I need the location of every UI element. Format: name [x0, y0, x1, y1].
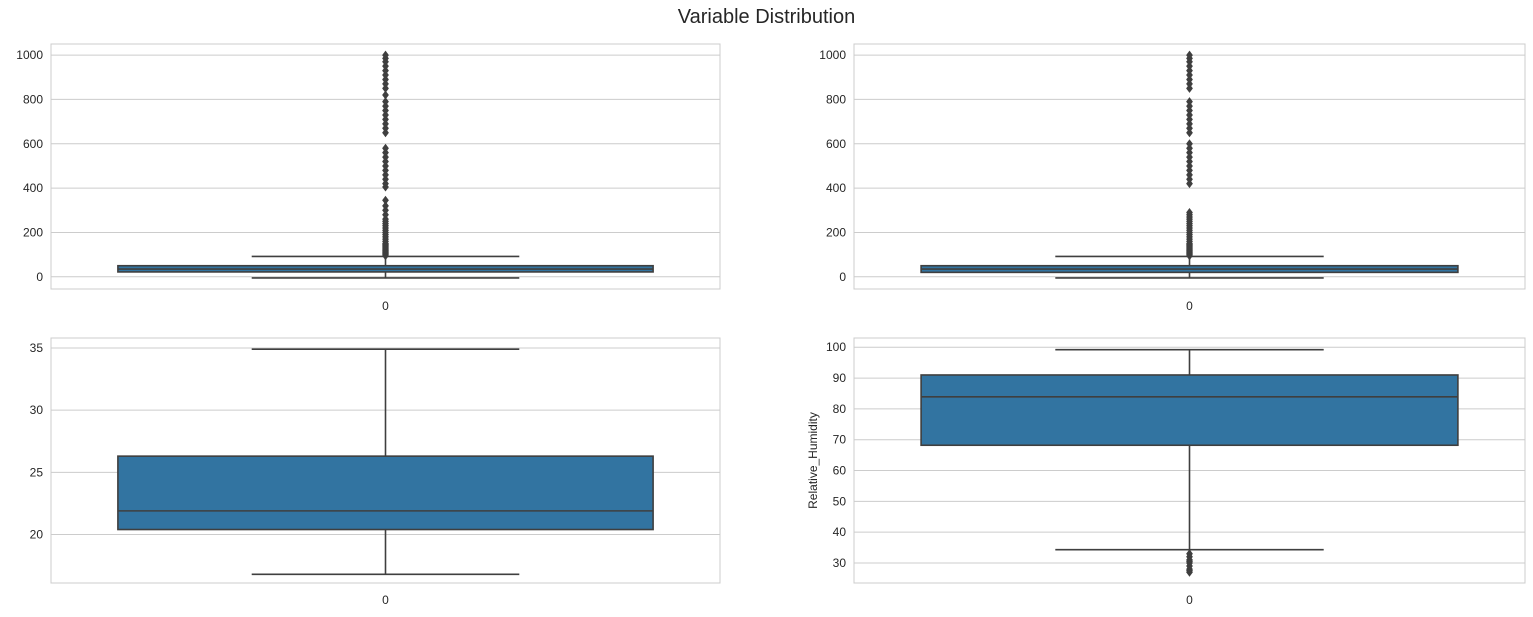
figure-title: Variable Distribution: [677, 6, 856, 28]
y-tick-label: 600: [826, 137, 846, 151]
y-tick-label: 30: [30, 403, 44, 417]
y-tick-label: 800: [23, 92, 43, 106]
outlier-point: [1186, 208, 1193, 218]
y-tick-label: 80: [833, 402, 847, 416]
y-tick-label: 400: [826, 181, 846, 195]
iqr-box: [920, 374, 1459, 447]
y-tick-label: 25: [30, 465, 44, 479]
y-tick-label: 50: [833, 494, 847, 508]
y-tick-label: 40: [833, 525, 847, 539]
y-tick-label: 1000: [16, 48, 43, 62]
plot-frame: [50, 43, 721, 290]
subplot-3: 20 25 30 35 0: [30, 337, 721, 607]
plot-frame: [853, 337, 1526, 584]
y-axis-title: Relative_Humidity: [806, 412, 820, 509]
y-tick-label: 400: [23, 181, 43, 195]
outlier-point: [382, 90, 389, 100]
y-tick-label: 35: [30, 341, 44, 355]
y-tick-label: 0: [36, 270, 43, 284]
outlier-point: [1186, 549, 1193, 559]
outlier-point: [382, 143, 389, 153]
outlier-point: [382, 195, 389, 205]
subplot-1: 0 200 400 600 800 1000 0: [16, 43, 721, 313]
x-tick-label: 0: [1186, 299, 1193, 313]
subplot-4: 30 40 50 60 70 80 90 100 0 Relative_Humidity: [806, 337, 1526, 607]
y-tick-label: 30: [833, 556, 847, 570]
y-tick-label: 20: [30, 527, 44, 541]
y-tick-label: 70: [833, 433, 847, 447]
plot-frame: [50, 337, 721, 584]
iqr-box: [117, 455, 654, 531]
y-tick-label: 200: [23, 225, 43, 239]
y-tick-label: 60: [833, 464, 847, 478]
outlier-point: [1186, 139, 1193, 149]
outlier-point: [382, 97, 389, 107]
x-tick-label: 0: [382, 299, 389, 313]
outlier-point: [382, 201, 389, 211]
outlier-point: [1186, 97, 1193, 107]
y-tick-label: 100: [826, 340, 846, 354]
y-tick-label: 600: [23, 137, 43, 151]
y-tick-label: 1000: [819, 48, 846, 62]
y-tick-label: 800: [826, 92, 846, 106]
subplot-2: 0 200 400 600 800 1000 0: [819, 43, 1526, 313]
outlier-point: [382, 50, 389, 60]
y-tick-label: 0: [839, 270, 846, 284]
y-tick-label: 90: [833, 371, 847, 385]
y-tick-label: 200: [826, 225, 846, 239]
x-tick-label: 0: [1186, 593, 1193, 607]
outlier-point: [1186, 50, 1193, 60]
plot-frame: [853, 43, 1526, 290]
x-tick-label: 0: [382, 593, 389, 607]
